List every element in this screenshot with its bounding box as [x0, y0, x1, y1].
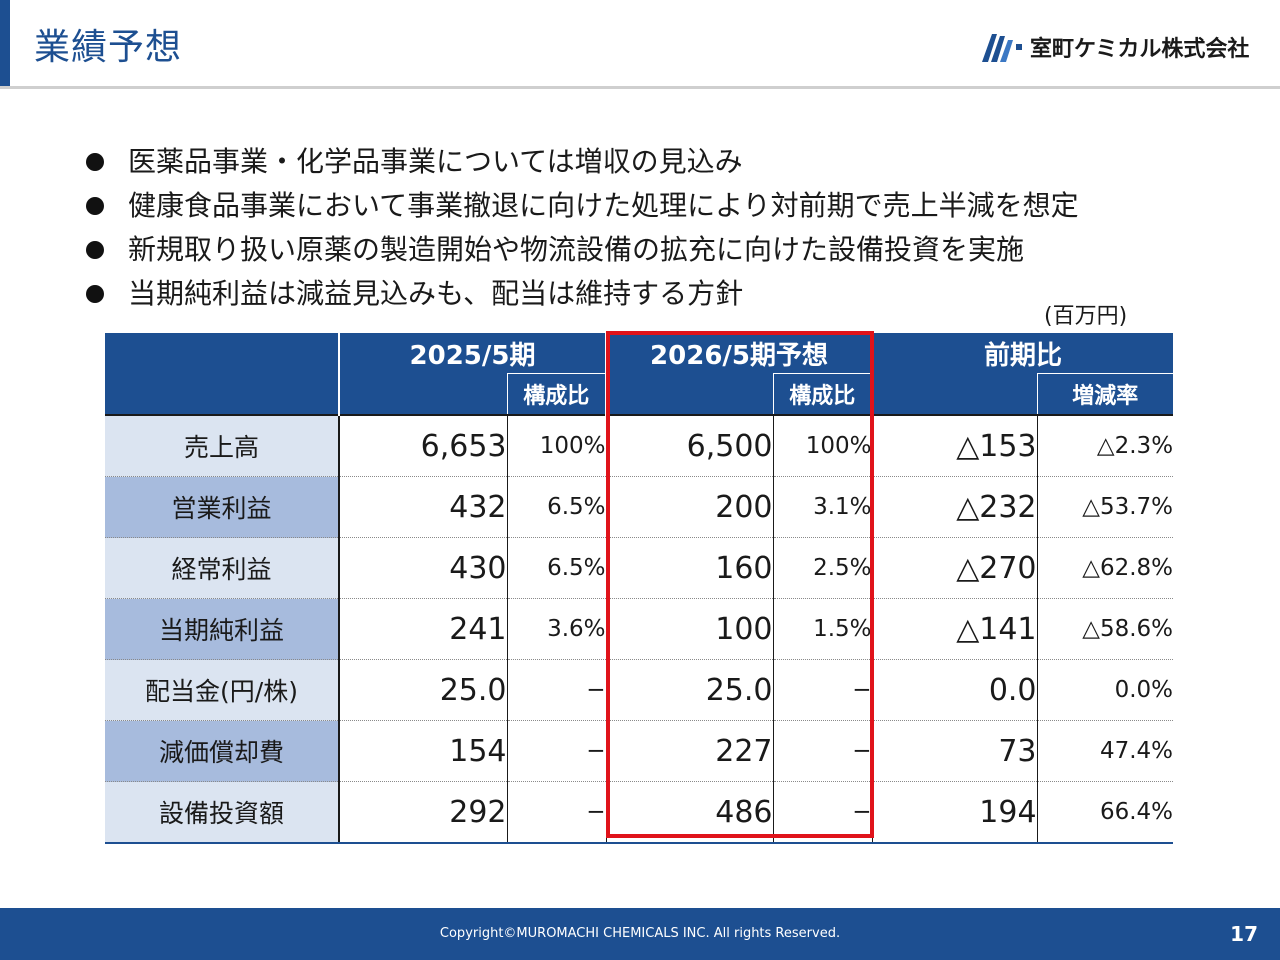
page-title: 業績予想 — [34, 27, 183, 68]
fy2025-ratio: 3.6% — [506, 598, 607, 660]
copyright-text: Copyright©MUROMACHI CHEMICALS INC. All r… — [439, 926, 841, 941]
fy2025-value: 430 — [339, 537, 507, 599]
subheader-ratio-2026: 構成比 — [772, 373, 873, 415]
forecast-table: 2025/5期 2026/5期予想 前期比 構成比 構成比 増減率 売上高 6,… — [105, 333, 1174, 844]
yoy-diff: △141 — [871, 598, 1038, 660]
yoy-diff: △153 — [871, 414, 1038, 477]
subheader-blank — [338, 373, 507, 415]
bullet-item: 健康食品事業において事業撤退に向けた処理により対前期で売上半減を想定 — [84, 184, 1079, 228]
table-header-row: 2025/5期 2026/5期予想 前期比 — [105, 333, 1174, 415]
row-label: 経常利益 — [105, 537, 340, 599]
row-label: 当期純利益 — [105, 598, 340, 660]
yoy-diff: △232 — [871, 476, 1038, 538]
yoy-diff: 73 — [871, 720, 1038, 782]
fy2026-value: 486 — [605, 781, 774, 844]
bullet-item: 医薬品事業・化学品事業については増収の見込み — [84, 140, 1079, 184]
bullet-icon — [86, 197, 104, 215]
table-row: 設備投資額 292 − 486 − 194 66.4% — [105, 781, 1174, 844]
page-number: 17 — [1230, 922, 1258, 946]
fy2026-value: 200 — [605, 476, 774, 538]
table-row: 営業利益 432 6.5% 200 3.1% △232 △53.7% — [105, 476, 1174, 538]
fy2025-ratio: − — [506, 720, 607, 782]
bullet-icon — [86, 241, 104, 259]
company-logo: 室町ケミカル株式会社 — [982, 27, 1249, 67]
fy2025-value: 6,653 — [339, 414, 507, 477]
fy2025-value: 154 — [339, 720, 507, 782]
row-label: 売上高 — [105, 414, 340, 477]
header-fy2026: 2026/5期予想 — [605, 333, 873, 374]
yoy-diff: 194 — [871, 781, 1038, 844]
fy2026-value: 25.0 — [605, 659, 774, 721]
row-label: 減価償却費 — [105, 720, 340, 782]
fy2026-ratio: − — [772, 720, 873, 782]
table-row: 配当金(円/株) 25.0 − 25.0 − 0.0 0.0% — [105, 659, 1174, 721]
fy2026-ratio: 2.5% — [772, 537, 873, 599]
fy2026-value: 6,500 — [605, 414, 774, 477]
table-subheader-row: 構成比 構成比 増減率 — [105, 373, 1174, 415]
row-label: 設備投資額 — [105, 781, 340, 844]
fy2026-value: 160 — [605, 537, 774, 599]
fy2025-ratio: 100% — [506, 414, 607, 477]
bullet-text: 健康食品事業において事業撤退に向けた処理により対前期で売上半減を想定 — [128, 189, 1079, 222]
subheader-blank — [871, 373, 1038, 415]
yoy-diff: △270 — [871, 537, 1038, 599]
yoy-diff: 0.0 — [871, 659, 1038, 721]
slide-header: 業績予想 室町ケミカル株式会社 — [0, 0, 1280, 86]
fy2025-ratio: − — [506, 659, 607, 721]
bullet-list: 医薬品事業・化学品事業については増収の見込み 健康食品事業において事業撤退に向け… — [84, 140, 1079, 316]
bullet-icon — [86, 285, 104, 303]
fy2026-value: 227 — [605, 720, 774, 782]
yoy-rate: △53.7% — [1036, 476, 1174, 538]
fy2025-ratio: − — [506, 781, 607, 844]
table-row: 減価償却費 154 − 227 − 73 47.4% — [105, 720, 1174, 782]
company-name: 室町ケミカル株式会社 — [1030, 37, 1250, 62]
subheader-rate: 増減率 — [1036, 373, 1174, 415]
header-blank-cell — [105, 333, 339, 415]
fy2025-value: 292 — [339, 781, 507, 844]
bullet-text: 当期純利益は減益見込みも、配当は維持する方針 — [128, 277, 744, 310]
bullet-item: 当期純利益は減益見込みも、配当は維持する方針 — [84, 272, 1079, 316]
yoy-rate: 47.4% — [1036, 720, 1174, 782]
company-logo-icon — [982, 34, 1022, 62]
yoy-rate: △62.8% — [1036, 537, 1174, 599]
fy2025-value: 241 — [339, 598, 507, 660]
fy2026-ratio: 100% — [772, 414, 873, 477]
yoy-rate: 0.0% — [1036, 659, 1174, 721]
table-row: 売上高 6,653 100% 6,500 100% △153 △2.3% — [105, 414, 1174, 477]
fy2026-ratio: − — [772, 659, 873, 721]
row-label: 営業利益 — [105, 476, 340, 538]
fy2026-ratio: 3.1% — [772, 476, 873, 538]
bullet-icon — [86, 153, 104, 171]
yoy-rate: 66.4% — [1036, 781, 1174, 844]
bullet-item: 新規取り扱い原薬の製造開始や物流設備の拡充に向けた設備投資を実施 — [84, 228, 1079, 272]
fy2026-ratio: 1.5% — [772, 598, 873, 660]
fy2026-value: 100 — [605, 598, 774, 660]
bullet-text: 新規取り扱い原薬の製造開始や物流設備の拡充に向けた設備投資を実施 — [128, 233, 1025, 266]
subheader-ratio-2025: 構成比 — [506, 373, 607, 415]
fy2025-value: 25.0 — [339, 659, 507, 721]
fy2025-ratio: 6.5% — [506, 476, 607, 538]
header-yoy: 前期比 — [871, 333, 1174, 374]
subheader-blank — [605, 373, 774, 415]
title-accent-bar — [0, 0, 10, 86]
fy2026-ratio: − — [772, 781, 873, 844]
unit-label: (百万円) — [1044, 304, 1128, 329]
fy2025-value: 432 — [339, 476, 507, 538]
bullet-text: 医薬品事業・化学品事業については増収の見込み — [128, 145, 743, 178]
slide-footer: Copyright©MUROMACHI CHEMICALS INC. All r… — [0, 908, 1280, 960]
header-fy2025: 2025/5期 — [337, 333, 607, 374]
yoy-rate: △58.6% — [1036, 598, 1174, 660]
yoy-rate: △2.3% — [1036, 414, 1174, 477]
table-row: 当期純利益 241 3.6% 100 1.5% △141 △58.6% — [105, 598, 1174, 660]
row-label: 配当金(円/株) — [105, 659, 340, 721]
header-divider — [0, 86, 1280, 89]
table-row: 経常利益 430 6.5% 160 2.5% △270 △62.8% — [105, 537, 1174, 599]
fy2025-ratio: 6.5% — [506, 537, 607, 599]
